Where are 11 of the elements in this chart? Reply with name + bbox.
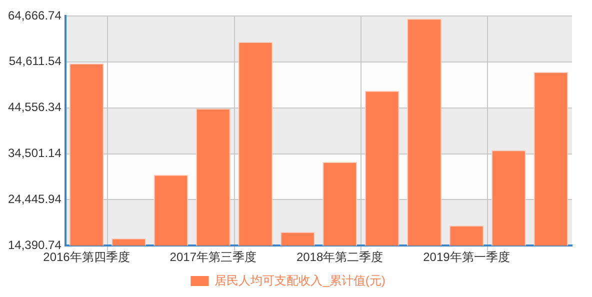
y-tick-label: 34,501.14 [8, 146, 62, 160]
x-tick-label: 2016年第四季度 [43, 250, 130, 264]
x-tick-label: 2017年第三季度 [170, 250, 256, 264]
y-tick-label: 44,556.34 [8, 100, 62, 114]
legend-label: 居民人均可支配收入_累计值(元) [214, 273, 386, 288]
x-tick-label: 2019年第一季度 [423, 250, 510, 264]
y-tick-label: 24,445.94 [8, 192, 62, 206]
y-tick-label: 14,390.74 [8, 238, 62, 252]
x-tick-label: 2018年第二季度 [296, 250, 384, 264]
y-tick-label: 64,666.74 [8, 8, 62, 22]
y-tick-label: 54,611.54 [8, 54, 62, 68]
